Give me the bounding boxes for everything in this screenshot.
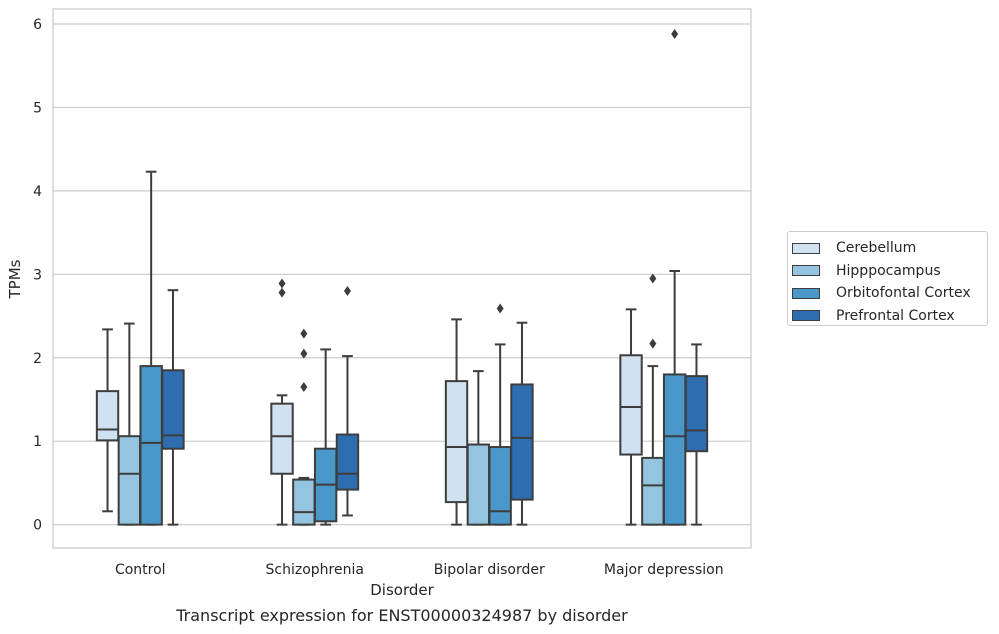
iqr-box xyxy=(292,478,316,526)
box-orbitofontal-cortex xyxy=(488,303,512,526)
iqr-box xyxy=(662,373,687,526)
y-tick-label: 6 xyxy=(33,17,42,33)
legend-label: Prefrontal Cortex xyxy=(836,307,955,324)
outlier-point xyxy=(300,328,308,339)
box-prefrontal-cortex xyxy=(510,321,534,526)
iqr-box xyxy=(488,446,512,526)
x-tick-label: Bipolar disorder xyxy=(434,562,545,578)
box-prefrontal-cortex xyxy=(684,343,709,526)
y-tick-label: 1 xyxy=(33,434,42,450)
box-cerebellum xyxy=(270,278,294,526)
outlier-point xyxy=(278,278,286,289)
box-cerebellum xyxy=(444,318,469,526)
y-tick-label: 2 xyxy=(33,351,42,367)
y-tick-label: 0 xyxy=(33,518,42,534)
outlier-point xyxy=(496,303,504,314)
iqr-box xyxy=(619,354,643,456)
box-hipppocampus xyxy=(466,370,491,526)
chart-caption: Transcript expression for ENST0000032498… xyxy=(176,606,628,625)
legend-swatch xyxy=(792,287,820,299)
outlier-point xyxy=(649,338,657,349)
x-tick-label: Major depression xyxy=(604,562,724,578)
legend-label: Cerebellum xyxy=(836,240,917,257)
legend-item: Prefrontal Cortex xyxy=(792,305,987,328)
outlier-point xyxy=(300,348,308,359)
y-tick-label: 4 xyxy=(33,184,42,200)
box-orbitofontal-cortex xyxy=(313,348,338,526)
y-tick-label: 5 xyxy=(33,100,42,116)
box-hipppocampus xyxy=(117,322,142,526)
outlier-point xyxy=(278,287,286,298)
iqr-box xyxy=(117,435,142,526)
legend-label: Hipppocampus xyxy=(836,262,941,279)
legend-swatch xyxy=(792,242,820,254)
legend-swatch xyxy=(792,310,820,322)
outlier-point xyxy=(300,381,308,392)
iqr-box xyxy=(270,402,294,475)
tick-labels: 0 1 2 3 4 5 6 Control Schizophrenia Bipolar disor… xyxy=(33,17,724,578)
iqr-box xyxy=(335,433,360,491)
box-prefrontal-cortex xyxy=(335,286,360,517)
outlier-point xyxy=(649,273,657,284)
x-tick-label: Schizophrenia xyxy=(266,562,364,578)
iqr-box xyxy=(466,443,491,526)
y-axis-label: TPMs xyxy=(6,259,24,299)
iqr-box xyxy=(684,375,709,453)
box-cerebellum xyxy=(95,328,120,513)
legend-item: Orbitofontal Cortex xyxy=(792,282,987,305)
legend-swatch xyxy=(792,265,820,277)
legend-label: Orbitofontal Cortex xyxy=(836,285,971,302)
x-tick-label: Control xyxy=(115,562,166,578)
outlier-point xyxy=(671,29,679,40)
legend-item: Cerebellum xyxy=(792,237,987,260)
iqr-box xyxy=(510,383,534,501)
iqr-box xyxy=(444,380,469,504)
box-orbitofontal-cortex xyxy=(139,170,163,526)
iqr-box xyxy=(161,369,185,450)
y-tick-label: 3 xyxy=(33,267,42,283)
box-prefrontal-cortex xyxy=(161,289,185,526)
iqr-box xyxy=(95,390,120,442)
iqr-box xyxy=(641,456,665,526)
box-hipppocampus xyxy=(641,273,665,526)
legend: Cerebellum Hipppocampus Orbitofontal Corte… xyxy=(787,231,988,326)
x-axis-label: Disorder xyxy=(370,581,434,599)
legend-item: Hipppocampus xyxy=(792,260,987,283)
plot-frame xyxy=(52,8,752,549)
box-orbitofontal-cortex xyxy=(662,29,687,526)
outlier-point xyxy=(343,286,351,297)
iqr-box xyxy=(139,365,163,526)
box-cerebellum xyxy=(619,308,643,526)
box-layer xyxy=(95,29,709,526)
box-hipppocampus xyxy=(292,328,316,526)
